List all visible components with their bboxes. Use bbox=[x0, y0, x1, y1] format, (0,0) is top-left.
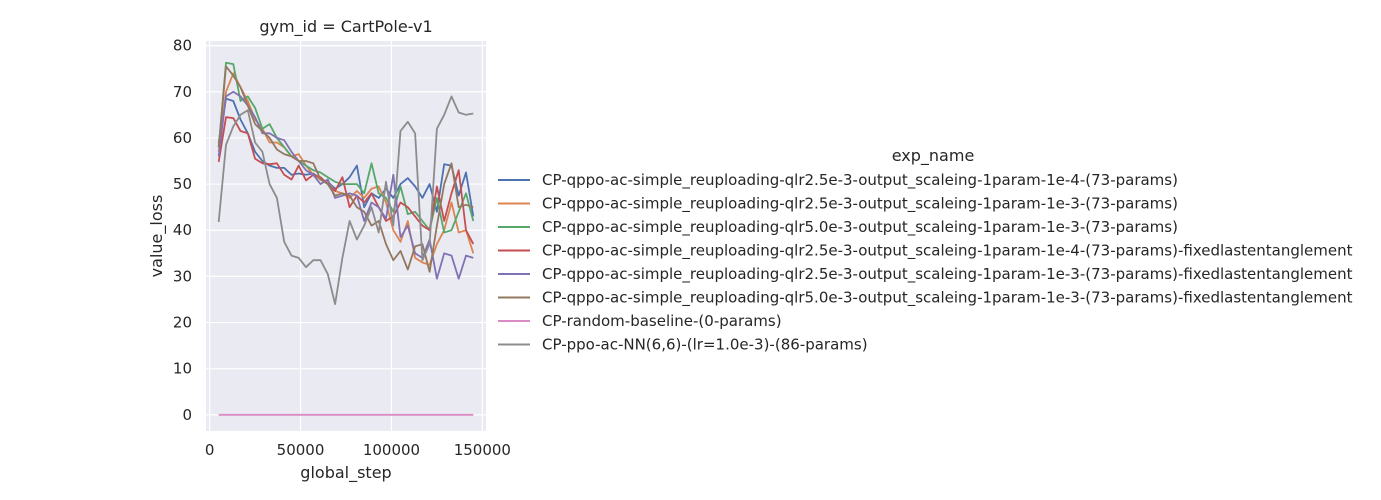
y-tick-label: 70 bbox=[173, 83, 192, 101]
x-tick-label: 100000 bbox=[363, 441, 420, 459]
legend-entry-label: CP-qppo-ac-simple_reuploading-qlr2.5e-3-… bbox=[542, 171, 1178, 190]
x-axis-label: global_step bbox=[300, 463, 391, 483]
y-tick-label: 10 bbox=[173, 360, 192, 378]
x-axis-ticks: 0 50000 100000 150000 bbox=[205, 441, 511, 459]
legend-entry-label: CP-qppo-ac-simple_reuploading-qlr2.5e-3-… bbox=[542, 265, 1353, 284]
y-tick-label: 40 bbox=[173, 221, 192, 239]
x-tick-label: 50000 bbox=[277, 441, 325, 459]
legend: exp_name CP-qppo-ac-simple_reuploading-q… bbox=[498, 146, 1353, 354]
y-axis-ticks: 0 10 20 30 40 50 60 70 80 bbox=[173, 37, 192, 424]
legend-title: exp_name bbox=[892, 146, 975, 166]
x-tick-label: 0 bbox=[205, 441, 215, 459]
legend-entry-label: CP-random-baseline-(0-params) bbox=[542, 312, 782, 330]
y-tick-label: 80 bbox=[173, 37, 192, 55]
legend-entry-label: CP-qppo-ac-simple_reuploading-qlr2.5e-3-… bbox=[542, 195, 1178, 214]
y-tick-label: 0 bbox=[182, 406, 192, 424]
series-lines bbox=[217, 61, 475, 416]
legend-entry-label: CP-qppo-ac-simple_reuploading-qlr5.0e-3-… bbox=[542, 218, 1178, 237]
y-axis-label: value_loss bbox=[147, 195, 167, 278]
y-tick-label: 20 bbox=[173, 314, 192, 332]
legend-entry-label: CP-ppo-ac-NN(6,6)-(lr=1.0e-3)-(86-params… bbox=[542, 336, 868, 354]
chart-title: gym_id = CartPole-v1 bbox=[259, 17, 432, 37]
y-tick-label: 60 bbox=[173, 129, 192, 147]
y-tick-label: 30 bbox=[173, 267, 192, 285]
series-line-8 bbox=[217, 95, 474, 306]
x-tick-label: 150000 bbox=[454, 441, 511, 459]
legend-entry-label: CP-qppo-ac-simple_reuploading-qlr5.0e-3-… bbox=[542, 289, 1353, 308]
series-line-6 bbox=[217, 65, 474, 273]
legend-entry-label: CP-qppo-ac-simple_reuploading-qlr2.5e-3-… bbox=[542, 242, 1353, 261]
legend-entries: CP-qppo-ac-simple_reuploading-qlr2.5e-3-… bbox=[498, 171, 1353, 354]
series-line-1 bbox=[217, 97, 475, 217]
y-tick-label: 50 bbox=[173, 175, 192, 193]
